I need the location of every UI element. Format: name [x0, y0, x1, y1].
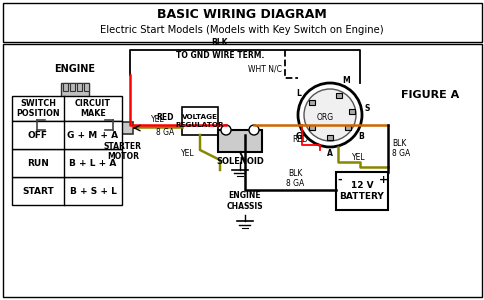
Circle shape: [67, 117, 83, 133]
Circle shape: [297, 83, 361, 147]
Circle shape: [45, 95, 105, 155]
Bar: [308, 125, 314, 130]
Text: +: +: [378, 175, 388, 185]
Bar: [61, 83, 89, 99]
Text: RED: RED: [156, 113, 173, 122]
Text: ENGINE: ENGINE: [54, 64, 95, 74]
Bar: [335, 93, 342, 98]
Circle shape: [221, 125, 230, 135]
Bar: [63, 83, 68, 91]
Text: Electric Start Models (Models with Key Switch on Engine): Electric Start Models (Models with Key S…: [100, 25, 383, 35]
Bar: [70, 83, 75, 91]
Circle shape: [303, 89, 355, 141]
Bar: [344, 125, 350, 130]
Bar: [308, 100, 314, 105]
Text: 12 V
BATTERY: 12 V BATTERY: [339, 181, 384, 201]
Text: ENGINE
CHASSIS: ENGINE CHASSIS: [226, 191, 263, 211]
Bar: [77, 83, 82, 91]
Text: B + S + L: B + S + L: [69, 187, 116, 196]
Text: CIRCUIT
MAKE: CIRCUIT MAKE: [75, 99, 111, 118]
Bar: [113, 122, 133, 134]
Text: SOLENOID: SOLENOID: [215, 157, 263, 166]
Circle shape: [248, 125, 258, 135]
Bar: [182, 107, 217, 135]
Bar: [335, 172, 387, 210]
Text: RED: RED: [291, 136, 307, 145]
Text: WHT N/C: WHT N/C: [247, 65, 281, 74]
Text: STARTER
MOTOR: STARTER MOTOR: [104, 142, 142, 161]
Bar: [12, 149, 122, 177]
Text: ORG: ORG: [316, 113, 333, 122]
Text: SWITCH
POSITION: SWITCH POSITION: [16, 99, 60, 118]
Bar: [12, 177, 122, 205]
Text: G: G: [295, 132, 302, 141]
Bar: [326, 134, 333, 140]
Bar: [84, 83, 89, 91]
Text: FIGURE A: FIGURE A: [400, 90, 458, 100]
Bar: [12, 121, 122, 149]
Text: BASIC WIRING DIAGRAM: BASIC WIRING DIAGRAM: [157, 8, 326, 22]
Text: OFF: OFF: [28, 130, 48, 140]
Text: RUN: RUN: [27, 158, 49, 167]
Text: 8 GA: 8 GA: [155, 128, 174, 137]
Text: B: B: [358, 132, 363, 141]
Text: A: A: [326, 148, 332, 158]
Bar: [3, 3, 481, 42]
Text: BLK
8 GA: BLK 8 GA: [391, 139, 409, 158]
Bar: [3, 44, 481, 297]
Text: S: S: [364, 104, 369, 113]
Bar: [217, 130, 261, 152]
Text: START: START: [22, 187, 54, 196]
Text: -: -: [337, 175, 342, 185]
Text: B + L + A: B + L + A: [69, 158, 117, 167]
Text: BLK
8 GA: BLK 8 GA: [286, 169, 304, 188]
Text: L: L: [296, 89, 301, 98]
Text: TO GND WIRE TERM.: TO GND WIRE TERM.: [175, 51, 264, 60]
Bar: [12, 96, 122, 121]
Text: BLK: BLK: [212, 38, 228, 47]
Text: YEL: YEL: [151, 115, 164, 124]
Text: M: M: [342, 76, 349, 85]
Text: G + M + A: G + M + A: [67, 130, 118, 140]
Text: YEL: YEL: [181, 148, 195, 158]
Text: YEL: YEL: [351, 152, 365, 161]
Bar: [348, 109, 354, 114]
Text: VOLTAGE
REGULATOR: VOLTAGE REGULATOR: [175, 114, 224, 128]
